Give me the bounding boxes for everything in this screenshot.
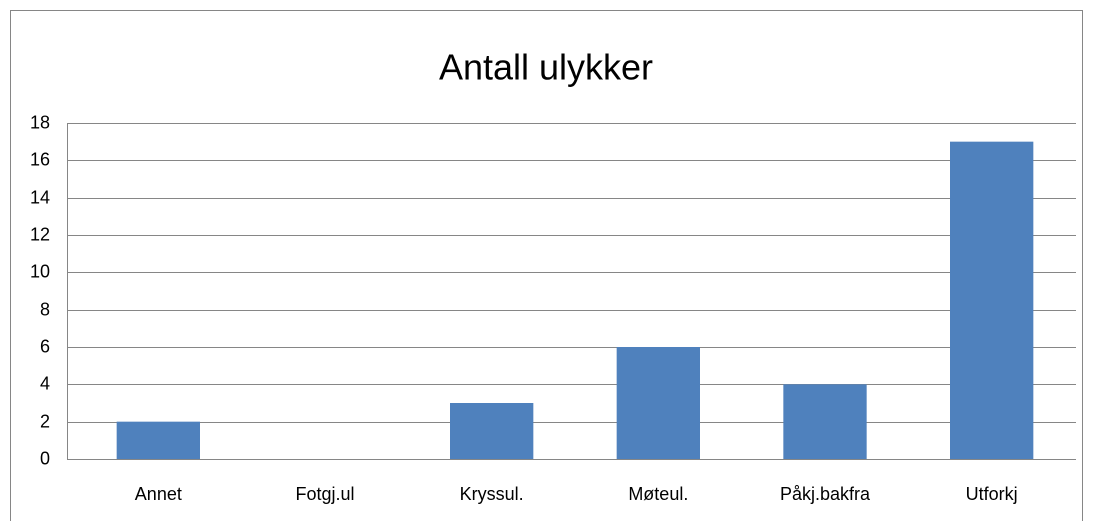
y-tick-label: 6 [40,336,50,356]
y-tick-label: 12 [30,224,50,244]
x-tick-label: Kryssul. [460,484,524,504]
chart-title: Antall ulykker [439,47,653,88]
bar [616,347,700,459]
bar [116,421,200,459]
y-tick-label: 16 [30,149,50,169]
x-tick-label: Annet [135,484,182,504]
bar [950,141,1034,459]
bar [450,403,534,459]
y-tick-label: 14 [30,187,50,207]
y-tick-label: 18 [30,112,50,132]
y-tick-label: 4 [40,373,50,393]
x-tick-label: Fotgj.ul [295,484,354,504]
bar [783,384,867,459]
y-tick-label: 0 [40,448,50,468]
x-tick-label: Møteul. [628,484,688,504]
x-tick-label: Utforkj [966,484,1018,504]
y-tick-label: 2 [40,411,50,431]
y-tick-label: 8 [40,299,50,319]
y-tick-label: 10 [30,261,50,281]
x-tick-label: Påkj.bakfra [780,484,871,504]
